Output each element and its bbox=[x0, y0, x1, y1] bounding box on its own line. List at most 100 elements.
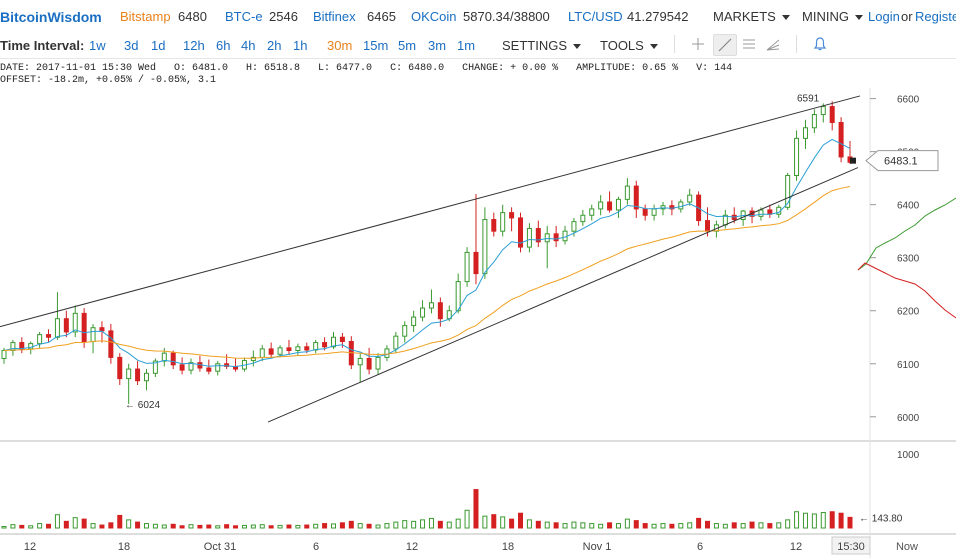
login-link[interactable]: Login bbox=[868, 9, 900, 24]
volume-bar-down bbox=[322, 523, 328, 529]
volume-bar-down bbox=[491, 514, 497, 529]
horizontal-lines-icon[interactable] bbox=[741, 36, 757, 55]
volume-bar-up bbox=[562, 523, 568, 529]
candle-up bbox=[687, 194, 693, 203]
interval-label: Time Interval: bbox=[0, 38, 85, 53]
interval-6h[interactable]: 6h bbox=[216, 38, 231, 53]
time-tick-label: 12 bbox=[790, 541, 802, 553]
price-tick-label: 6300 bbox=[897, 254, 920, 265]
alert-bell-icon[interactable] bbox=[812, 36, 828, 55]
volume-bar-up bbox=[54, 514, 60, 529]
volume-bar-up bbox=[758, 522, 764, 529]
volume-bar-down bbox=[19, 524, 25, 529]
candle-down bbox=[642, 208, 648, 216]
volume-bar-up bbox=[161, 524, 167, 529]
volume-bar-up bbox=[776, 522, 782, 529]
interval-15m[interactable]: 15m bbox=[363, 38, 389, 53]
interval-5m[interactable]: 5m bbox=[398, 38, 417, 53]
crosshair-icon[interactable] bbox=[690, 36, 706, 55]
market-okcoin[interactable]: OKCoin bbox=[411, 9, 457, 24]
interval-2h[interactable]: 2h bbox=[267, 38, 282, 53]
volume-bar-down bbox=[46, 523, 52, 529]
interval-1h[interactable]: 1h bbox=[293, 38, 308, 53]
interval-3d[interactable]: 3d bbox=[124, 38, 139, 53]
candle-up bbox=[295, 346, 301, 351]
volume-bar-up bbox=[722, 523, 728, 529]
ohlc-info-line: DATE: 2017-11-01 15:30 Wed O: 6481.0 H: … bbox=[0, 63, 733, 74]
market-ltcusd[interactable]: LTC/USD bbox=[568, 9, 623, 24]
candle-down bbox=[509, 212, 515, 219]
ma-long-line bbox=[3, 186, 851, 359]
volume-bar-down bbox=[767, 523, 773, 529]
candle-up bbox=[161, 352, 167, 362]
candle-up bbox=[402, 325, 408, 337]
candle-down bbox=[224, 363, 230, 367]
market-bitstamp[interactable]: Bitstamp bbox=[120, 9, 171, 24]
volume-bar-up bbox=[571, 521, 577, 529]
candle-down bbox=[607, 201, 613, 211]
now-label: Now bbox=[896, 541, 918, 553]
interval-30m[interactable]: 30m bbox=[327, 38, 353, 53]
time-tick-label: 18 bbox=[502, 541, 514, 553]
interval-1m[interactable]: 1m bbox=[457, 38, 476, 53]
volume-bar-down bbox=[669, 523, 675, 529]
interval-12h[interactable]: 12h bbox=[183, 38, 205, 53]
volume-bar-up bbox=[37, 523, 43, 529]
candle-down bbox=[46, 334, 52, 338]
candle-up bbox=[820, 106, 826, 116]
candle-up bbox=[544, 233, 550, 243]
volume-bar-up bbox=[126, 519, 132, 529]
volume-bar-up bbox=[28, 525, 34, 529]
candle-up bbox=[615, 198, 621, 211]
draw-line-icon[interactable] bbox=[713, 34, 737, 56]
price-tick-label: 6100 bbox=[897, 360, 920, 371]
candle-up bbox=[72, 312, 78, 333]
market-bitfinex[interactable]: Bitfinex bbox=[313, 9, 356, 24]
fan-lines-icon[interactable] bbox=[765, 36, 781, 55]
volume-bar-up bbox=[785, 519, 791, 529]
volume-bar-up bbox=[143, 523, 149, 529]
interval-3m[interactable]: 3m bbox=[428, 38, 447, 53]
volume-bar-down bbox=[535, 520, 541, 529]
volume-bar-down bbox=[108, 522, 114, 529]
volume-bar-up bbox=[250, 524, 256, 529]
candle-up bbox=[794, 137, 800, 176]
volume-bar-up bbox=[428, 517, 434, 529]
volume-bar-up bbox=[411, 520, 417, 529]
volume-bar-up bbox=[375, 524, 381, 529]
volume-bar-down bbox=[553, 522, 559, 529]
markets-menu[interactable]: MARKETS bbox=[713, 9, 790, 24]
volume-bar-up bbox=[152, 523, 158, 529]
tools-menu[interactable]: TOOLS bbox=[600, 38, 658, 53]
volume-bar-down bbox=[696, 517, 702, 529]
settings-menu[interactable]: SETTINGS bbox=[502, 38, 582, 53]
market-okcoin-price: 5870.34/38800 bbox=[463, 9, 550, 24]
high-annotation: 6591 bbox=[797, 93, 820, 104]
volume-bar-up bbox=[598, 523, 604, 529]
brand-logo[interactable]: BitcoinWisdom bbox=[0, 9, 102, 25]
volume-bar-up bbox=[330, 523, 336, 529]
volume-bar-down bbox=[197, 524, 203, 529]
interval-1d[interactable]: 1d bbox=[151, 38, 166, 53]
interval-4h[interactable]: 4h bbox=[241, 38, 256, 53]
volume-bar-down bbox=[731, 522, 737, 529]
market-btce[interactable]: BTC-e bbox=[225, 9, 263, 24]
candle-up bbox=[678, 201, 684, 210]
candle-down bbox=[99, 327, 105, 332]
candle-up bbox=[215, 363, 221, 372]
candle-up bbox=[143, 372, 149, 382]
candle-up bbox=[420, 307, 426, 318]
current-price-marker bbox=[850, 157, 856, 164]
interval-1w[interactable]: 1w bbox=[89, 38, 106, 53]
candle-up bbox=[589, 208, 595, 216]
candle-down bbox=[518, 217, 524, 248]
volume-bar-up bbox=[580, 522, 586, 529]
volume-bar-down bbox=[829, 511, 835, 529]
price-chart[interactable]: 600061006200630064006500660010006591← 60… bbox=[0, 88, 956, 558]
chevron-down-icon bbox=[573, 44, 582, 50]
time-tick-label: 6 bbox=[313, 541, 319, 553]
candle-down bbox=[366, 357, 372, 370]
mining-menu[interactable]: MINING bbox=[802, 9, 863, 24]
register-link[interactable]: Registe bbox=[915, 9, 956, 24]
depth-bids-line bbox=[857, 197, 956, 271]
